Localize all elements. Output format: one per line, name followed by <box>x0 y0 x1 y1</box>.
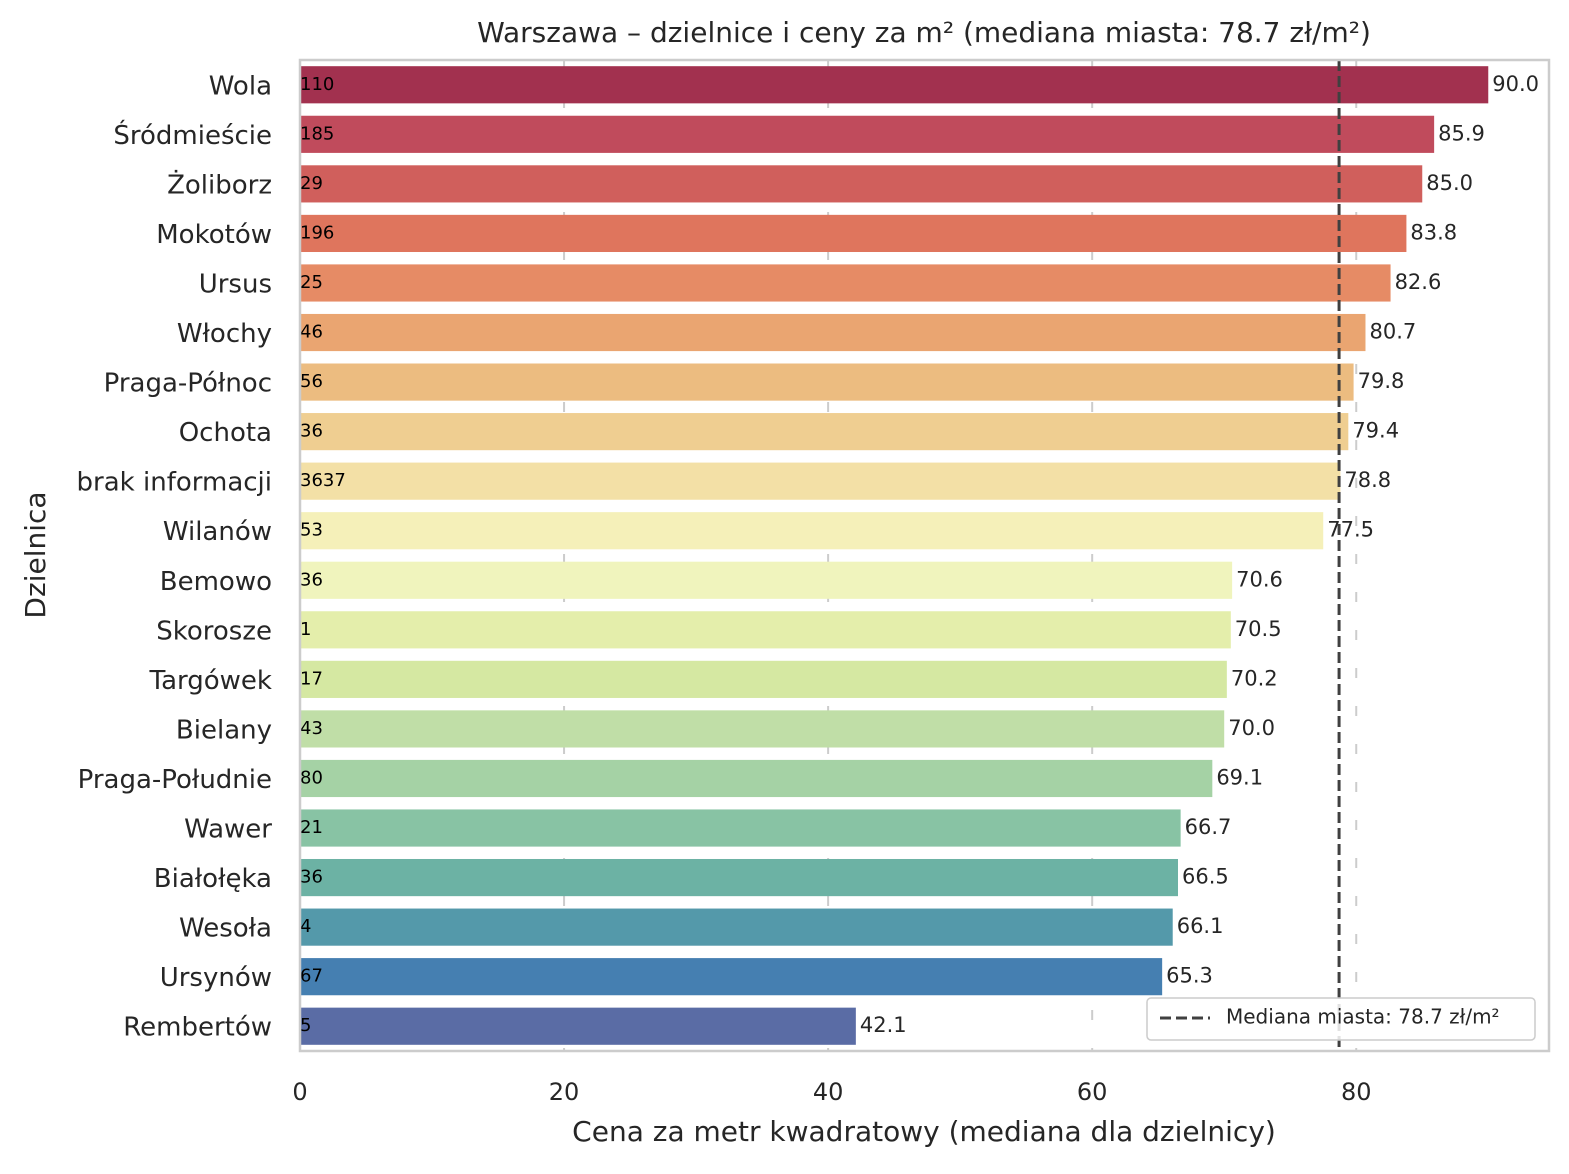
value-label: 85.0 <box>1426 171 1473 195</box>
y-tick-label: Białołęka <box>154 864 272 894</box>
value-label: 66.1 <box>1177 914 1224 938</box>
count-label: 185 <box>300 123 334 144</box>
bar <box>300 561 1233 599</box>
x-tick-label: 0 <box>292 1078 307 1106</box>
y-tick-label: Targówek <box>149 666 272 696</box>
bar <box>300 858 1178 897</box>
bar <box>300 1007 856 1045</box>
y-tick-label: Rembertów <box>123 1013 272 1043</box>
value-label: 83.8 <box>1410 220 1457 244</box>
y-tick-label: Mokotów <box>156 220 272 250</box>
count-label: 21 <box>300 817 323 838</box>
count-label: 5 <box>300 1015 311 1036</box>
value-label: 90.0 <box>1492 72 1539 96</box>
value-label: 42.1 <box>860 1013 907 1037</box>
y-tick-label: Żoliborz <box>167 168 272 200</box>
value-label: 85.9 <box>1438 121 1485 145</box>
count-label: 110 <box>300 74 334 95</box>
count-label: 1 <box>300 619 311 640</box>
value-label: 66.5 <box>1182 865 1229 889</box>
value-label: 70.0 <box>1228 716 1275 740</box>
value-label: 69.1 <box>1216 765 1263 789</box>
count-label: 3637 <box>300 470 346 491</box>
x-tick-label: 20 <box>549 1078 580 1106</box>
bar <box>300 710 1225 748</box>
count-label: 36 <box>300 421 323 442</box>
count-label: 196 <box>300 222 334 243</box>
bar <box>300 611 1231 649</box>
count-label: 56 <box>300 371 323 392</box>
y-tick-label: Wawer <box>184 815 272 845</box>
y-tick-label: Wilanów <box>163 517 272 547</box>
count-label: 4 <box>300 916 311 937</box>
value-label: 79.4 <box>1352 419 1399 443</box>
value-label: 79.8 <box>1358 369 1405 393</box>
bar <box>300 660 1227 698</box>
y-tick-label: Bemowo <box>160 567 272 597</box>
y-tick-label: Ursus <box>199 269 272 299</box>
bar <box>300 66 1489 104</box>
bar <box>300 413 1349 451</box>
y-tick-label: brak informacji <box>77 468 272 498</box>
bar <box>300 462 1341 500</box>
y-tick-label: Ursynów <box>160 963 272 993</box>
count-label: 29 <box>300 173 323 194</box>
value-label: 70.5 <box>1235 617 1282 641</box>
value-label: 77.5 <box>1327 518 1374 542</box>
y-tick-label: Bielany <box>176 715 272 745</box>
value-label: 66.7 <box>1185 815 1232 839</box>
count-label: 80 <box>300 767 323 788</box>
value-label: 78.8 <box>1344 468 1391 492</box>
bar <box>300 214 1407 253</box>
x-tick-label: 80 <box>1341 1078 1372 1106</box>
count-label: 43 <box>300 718 323 739</box>
y-tick-label: Wola <box>209 71 272 101</box>
value-label: 80.7 <box>1369 320 1416 344</box>
bar <box>300 313 1366 352</box>
y-tick-label: Włochy <box>177 319 272 349</box>
bar <box>300 363 1354 401</box>
count-label: 53 <box>300 520 323 541</box>
value-label: 70.6 <box>1236 567 1283 591</box>
count-label: 36 <box>300 569 323 590</box>
value-label: 65.3 <box>1166 964 1213 988</box>
y-tick-label: Praga-Południe <box>78 765 272 795</box>
plot-frame <box>298 58 1551 1053</box>
x-tick-label: 60 <box>1077 1078 1108 1106</box>
bar <box>300 958 1163 996</box>
bar <box>300 512 1324 550</box>
legend-label: Mediana miasta: 78.7 zł/m² <box>1226 1005 1500 1029</box>
legend-box <box>1146 997 1536 1041</box>
count-label: 17 <box>300 668 323 689</box>
count-label: 67 <box>300 966 323 987</box>
x-tick-label: 40 <box>813 1078 844 1106</box>
x-axis-label: Cena za metr kwadratowy (mediana dla dzi… <box>572 1115 1276 1148</box>
y-tick-label: Ochota <box>179 418 272 448</box>
count-label: 25 <box>300 272 323 293</box>
count-label: 46 <box>300 322 323 343</box>
bar <box>300 908 1173 946</box>
bar <box>300 165 1423 203</box>
bar <box>300 809 1181 847</box>
y-axis-label: Dzielnica <box>19 491 52 618</box>
y-tick-label: Wesoła <box>179 914 272 944</box>
bar <box>300 759 1213 798</box>
bar <box>300 264 1391 302</box>
y-tick-label: Praga-Północ <box>104 369 272 399</box>
value-label: 70.2 <box>1231 666 1278 690</box>
value-label: 82.6 <box>1395 270 1442 294</box>
chart-title: Warszawa – dzielnice i ceny za m² (media… <box>477 16 1371 49</box>
y-tick-label: Śródmieście <box>113 119 272 151</box>
count-label: 36 <box>300 867 323 888</box>
bar <box>300 115 1435 153</box>
y-tick-label: Skorosze <box>156 616 272 646</box>
